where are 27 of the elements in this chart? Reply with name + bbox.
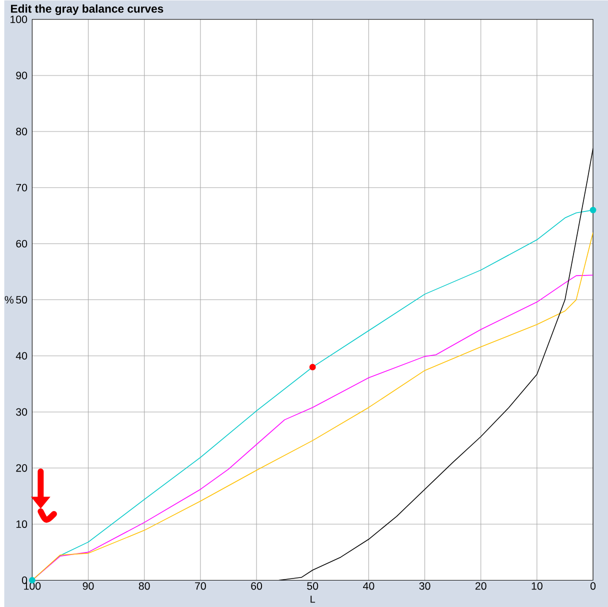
x-tick-label: 40 — [363, 582, 374, 590]
x-tick-label: 70 — [195, 582, 206, 590]
x-tick-label: 80 — [138, 582, 150, 590]
x-tick-label: 30 — [419, 582, 430, 590]
y-tick-label: 70 — [16, 184, 28, 192]
x-tick-label: 90 — [82, 582, 94, 590]
x-tick-label: 10 — [532, 582, 542, 590]
point — [590, 206, 596, 214]
y-tick-label: 90 — [16, 72, 28, 80]
x-tick-label: 60 — [251, 582, 262, 590]
y-tick-label: 10 — [16, 520, 28, 528]
y-axis-title: % — [4, 296, 14, 304]
point — [309, 364, 316, 370]
y-tick-label: 0 — [22, 576, 28, 584]
y-tick-label: 40 — [16, 352, 28, 360]
y-tick-label: 60 — [16, 240, 28, 248]
x-tick-label: 0 — [590, 582, 596, 590]
chart-title: Edit the gray balance curves — [11, 4, 164, 15]
x-tick-label: 20 — [475, 582, 486, 590]
y-tick-label: 100 — [10, 16, 28, 24]
y-tick-label: 50 — [16, 296, 28, 304]
y-tick-label: 20 — [16, 464, 28, 472]
y-tick-label: 80 — [16, 128, 28, 136]
y-tick-label: 30 — [16, 408, 28, 416]
x-tick-label: 50 — [307, 582, 318, 590]
x-axis-title: L — [310, 596, 316, 603]
x-tick-label: 100 — [24, 582, 41, 590]
